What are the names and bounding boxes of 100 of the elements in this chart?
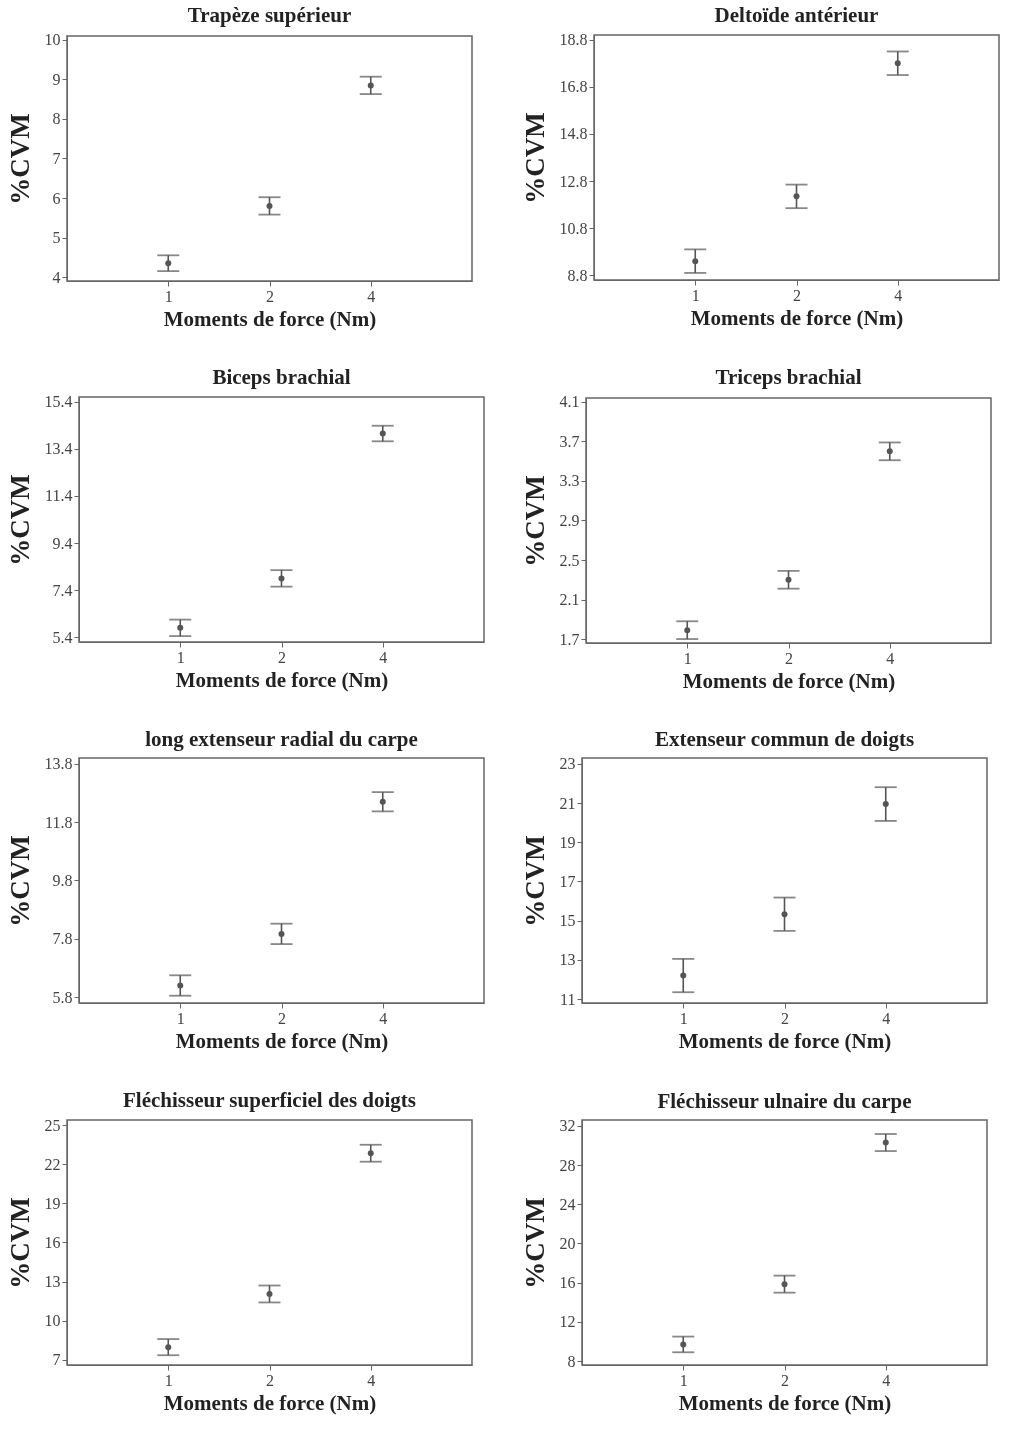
x-tick-label: 2	[278, 648, 286, 666]
y-tick-label: 10.8	[559, 219, 588, 237]
y-tick-label: 7.8	[52, 930, 73, 948]
x-tick-label: 4	[367, 287, 376, 305]
y-tick-label: 11	[560, 990, 576, 1008]
chart-title: Fléchisseur superficiel des doigts	[122, 1088, 417, 1113]
chart-title: Extenseur commun de doigts	[654, 726, 915, 751]
y-tick-label: 7	[52, 1351, 61, 1369]
x-axis-title: Moments de force (Nm)	[175, 667, 389, 692]
point	[177, 982, 184, 989]
x-tick-label: 4	[894, 286, 903, 304]
y-tick-label: 14.8	[559, 125, 588, 143]
y-tick-label: 16	[44, 1234, 61, 1251]
y-tick-label: 16	[559, 1274, 576, 1292]
y-axis-title: %CVM	[4, 835, 35, 927]
x-axis-title: Moments de force (Nm)	[175, 1028, 389, 1053]
y-tick-label: 13	[559, 951, 576, 969]
y-tick-label: 10	[44, 1312, 61, 1330]
y-tick-label: 9	[52, 70, 61, 88]
y-tick-label: 16.8	[559, 78, 588, 96]
y-tick-label: 10	[44, 31, 61, 49]
point	[379, 430, 386, 437]
y-tick-label: 25	[44, 1116, 61, 1134]
x-tick-label: 1	[679, 1009, 688, 1027]
x-tick-label: 4	[886, 649, 895, 667]
y-tick-label: 21	[559, 794, 576, 812]
y-axis-title: %CVM	[519, 475, 550, 567]
y-axis-title: %CVM	[4, 113, 35, 205]
y-tick-label: 1.7	[559, 630, 580, 648]
x-tick-label: 4	[367, 1371, 376, 1389]
x-tick-label: 1	[164, 287, 173, 305]
y-tick-label: 2.9	[559, 512, 580, 529]
y-tick-label: 23	[559, 755, 576, 773]
y-tick-label: 3.7	[559, 432, 580, 450]
chart-title: long extenseur radial du carpe	[145, 726, 418, 751]
x-axis-title: Moments de force (Nm)	[678, 1028, 892, 1053]
point	[165, 1344, 172, 1351]
y-axis-title: %CVM	[519, 835, 550, 927]
point	[793, 193, 800, 200]
x-tick-label: 4	[379, 1009, 388, 1027]
x-tick-label: 2	[793, 286, 801, 304]
y-tick-label: 2.5	[559, 551, 580, 569]
point	[177, 624, 184, 631]
y-tick-label: 28	[559, 1156, 576, 1174]
y-tick-label: 8.8	[567, 266, 588, 284]
point	[684, 627, 691, 634]
chart-title: Fléchisseur ulnaire du carpe	[657, 1088, 912, 1113]
point	[379, 798, 386, 805]
point	[692, 258, 699, 265]
x-tick-label: 2	[781, 1371, 789, 1389]
y-tick-label: 4	[52, 268, 61, 286]
y-tick-label: 13.4	[44, 440, 73, 458]
y-tick-label: 13	[44, 1273, 61, 1291]
x-tick-label: 2	[266, 1371, 274, 1389]
point	[781, 911, 788, 918]
x-tick-label: 4	[882, 1371, 891, 1389]
y-tick-label: 9.4	[52, 534, 73, 552]
y-axis-title: %CVM	[519, 112, 550, 204]
x-tick-label: 4	[882, 1009, 891, 1027]
y-axis-title: %CVM	[519, 1197, 550, 1289]
y-tick-label: 18.8	[559, 31, 588, 49]
y-tick-label: 15	[559, 912, 576, 930]
y-tick-label: 11.4	[45, 487, 73, 505]
x-tick-label: 2	[266, 287, 274, 305]
y-tick-label: 32	[559, 1117, 576, 1135]
y-tick-label: 24	[559, 1195, 576, 1213]
chart-title: Deltoïde antérieur	[714, 2, 879, 27]
point	[165, 260, 172, 267]
point	[367, 1150, 374, 1157]
x-tick-label: 2	[278, 1009, 286, 1027]
x-axis-title: Moments de force (Nm)	[690, 305, 904, 330]
point	[781, 1281, 788, 1288]
y-tick-label: 19	[44, 1194, 61, 1212]
y-tick-label: 8	[52, 110, 61, 128]
x-tick-label: 1	[176, 1009, 185, 1027]
x-tick-label: 1	[679, 1371, 688, 1389]
point	[882, 1139, 889, 1146]
x-tick-label: 1	[164, 1371, 173, 1389]
y-tick-label: 7.4	[52, 581, 73, 599]
chart-title: Trapèze supérieur	[187, 2, 352, 27]
y-tick-label: 17	[559, 872, 576, 890]
point	[886, 448, 893, 455]
y-tick-label: 13.8	[44, 755, 73, 773]
x-tick-label: 4	[379, 648, 388, 666]
point	[278, 575, 285, 582]
y-tick-label: 20	[559, 1234, 576, 1252]
x-tick-label: 2	[781, 1009, 789, 1027]
chart-title: Biceps brachial	[212, 364, 351, 389]
y-tick-label: 12	[559, 1313, 576, 1331]
x-tick-label: 2	[785, 649, 793, 667]
x-axis-title: Moments de force (Nm)	[678, 1390, 892, 1415]
x-tick-label: 1	[683, 649, 692, 667]
y-tick-label: 5.8	[52, 988, 73, 1006]
y-tick-label: 11.8	[45, 813, 73, 831]
x-axis-title: Moments de force (Nm)	[682, 668, 896, 693]
point	[266, 202, 273, 209]
y-axis-title: %CVM	[4, 474, 35, 566]
y-tick-label: 9.8	[52, 872, 73, 889]
x-axis-title: Moments de force (Nm)	[163, 306, 377, 331]
y-tick-label: 12.8	[559, 172, 588, 190]
